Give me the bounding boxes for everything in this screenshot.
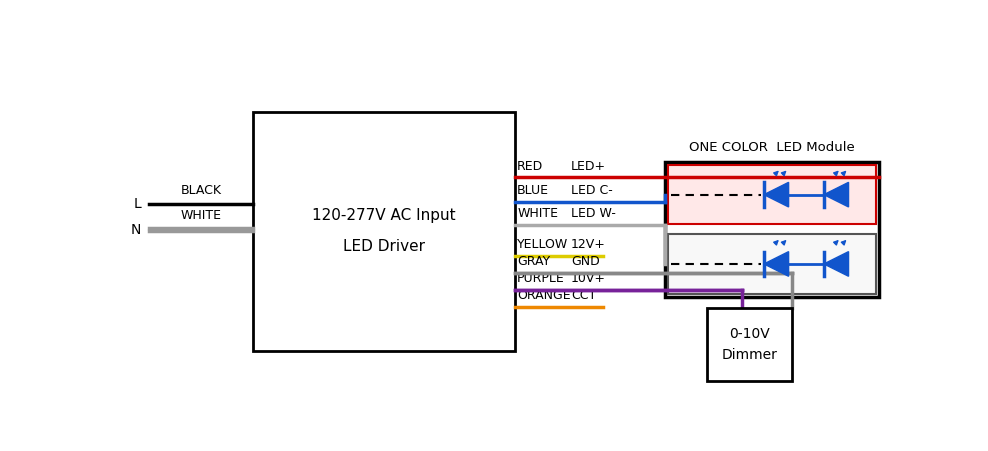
Polygon shape — [824, 182, 849, 207]
Text: PURPLE: PURPLE — [517, 272, 565, 285]
Text: YELLOW: YELLOW — [517, 238, 568, 251]
Text: N: N — [131, 223, 141, 237]
Polygon shape — [824, 252, 849, 276]
Text: 120-277V AC Input: 120-277V AC Input — [312, 208, 455, 223]
Polygon shape — [764, 252, 788, 276]
Bar — [707, 308, 792, 382]
Text: ONE COLOR  LED Module: ONE COLOR LED Module — [689, 141, 855, 154]
Text: 12V+: 12V+ — [571, 238, 606, 251]
Text: 0-10V
Dimmer: 0-10V Dimmer — [721, 327, 778, 362]
Polygon shape — [764, 182, 788, 207]
Bar — [668, 235, 876, 294]
Text: RED: RED — [517, 160, 543, 173]
Text: WHITE: WHITE — [517, 207, 558, 221]
Text: GRAY: GRAY — [517, 255, 550, 268]
Bar — [668, 165, 876, 224]
Text: LED C-: LED C- — [571, 184, 613, 198]
Text: LED W-: LED W- — [571, 207, 616, 221]
Text: LED Driver: LED Driver — [343, 239, 425, 254]
Text: 10V+: 10V+ — [571, 272, 606, 285]
Bar — [665, 162, 879, 297]
Text: BLACK: BLACK — [181, 184, 221, 197]
Text: ORANGE: ORANGE — [517, 289, 571, 302]
Text: BLUE: BLUE — [517, 184, 549, 198]
Text: WHITE: WHITE — [181, 209, 221, 222]
Text: LED+: LED+ — [571, 160, 607, 173]
Text: L: L — [133, 197, 141, 211]
Text: GND: GND — [571, 255, 600, 268]
Bar — [253, 112, 515, 350]
Text: CCT: CCT — [571, 289, 597, 302]
